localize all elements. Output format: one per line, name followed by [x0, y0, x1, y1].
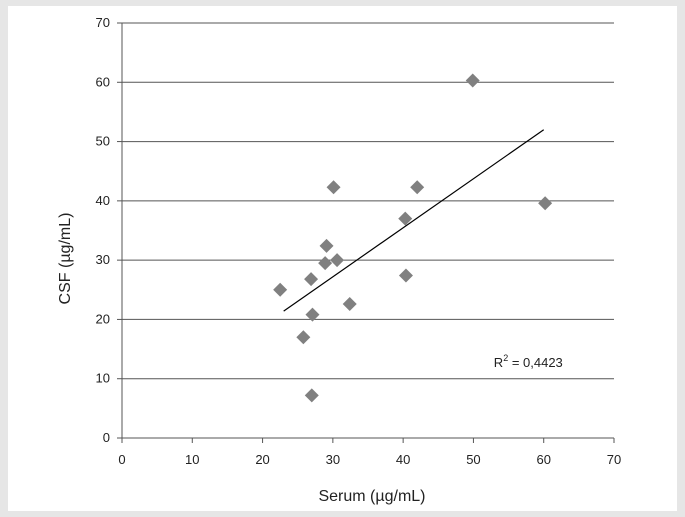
- data-point: [305, 307, 320, 322]
- data-point: [465, 73, 480, 88]
- data-point: [304, 388, 319, 403]
- data-point: [296, 330, 311, 345]
- y-tick-label: 20: [96, 311, 110, 326]
- x-tick-label: 70: [607, 452, 621, 467]
- gridlines: [122, 22, 614, 380]
- data-point: [319, 238, 334, 253]
- y-tick-label: 50: [96, 134, 110, 149]
- data-point: [273, 282, 288, 297]
- x-tick-labels: 0 10 20 30 40 50 60 70: [118, 452, 621, 467]
- x-tick-label: 20: [255, 452, 269, 467]
- data-points: [273, 73, 553, 403]
- data-point: [326, 180, 341, 195]
- y-tick-label: 60: [96, 74, 110, 89]
- axes: [117, 22, 615, 443]
- scatter-chart: 0 10 20 30 40 50 60 70 0 10 20 30 40 50 60 70 Serum (µ…: [57, 15, 621, 505]
- x-tick-label: 40: [396, 452, 410, 467]
- chart-panel: 0 10 20 30 40 50 60 70 0 10 20 30 40 50 60 70 Serum (µ…: [8, 6, 677, 511]
- x-tick-label: 50: [466, 452, 480, 467]
- data-point: [398, 211, 413, 226]
- r-squared-value: = 0,4423: [508, 355, 563, 370]
- y-tick-label: 70: [96, 15, 110, 30]
- x-tick-label: 60: [536, 452, 550, 467]
- data-point: [304, 272, 319, 287]
- data-point: [342, 297, 357, 312]
- r-squared-annotation: R2 = 0,4423: [494, 353, 563, 370]
- data-point: [398, 268, 413, 283]
- x-axis-label: Serum (µg/mL): [318, 488, 425, 505]
- x-tick-label: 10: [185, 452, 199, 467]
- x-tick-label: 30: [326, 452, 340, 467]
- y-tick-label: 30: [96, 252, 110, 267]
- x-tick-label: 0: [118, 452, 125, 467]
- y-tick-labels: 0 10 20 30 40 50 60 70: [96, 15, 110, 445]
- r-squared-base: R: [494, 355, 503, 370]
- y-tick-label: 10: [96, 371, 110, 386]
- data-point: [538, 196, 553, 211]
- trendline: [283, 129, 545, 312]
- r-squared-sup: 2: [503, 353, 508, 363]
- y-tick-label: 40: [96, 193, 110, 208]
- data-point: [410, 180, 425, 195]
- data-point: [318, 256, 333, 271]
- data-point: [330, 253, 345, 268]
- y-tick-label: 0: [103, 430, 110, 445]
- trendline-group: [283, 129, 545, 312]
- y-axis-label: CSF (µg/mL): [57, 213, 74, 305]
